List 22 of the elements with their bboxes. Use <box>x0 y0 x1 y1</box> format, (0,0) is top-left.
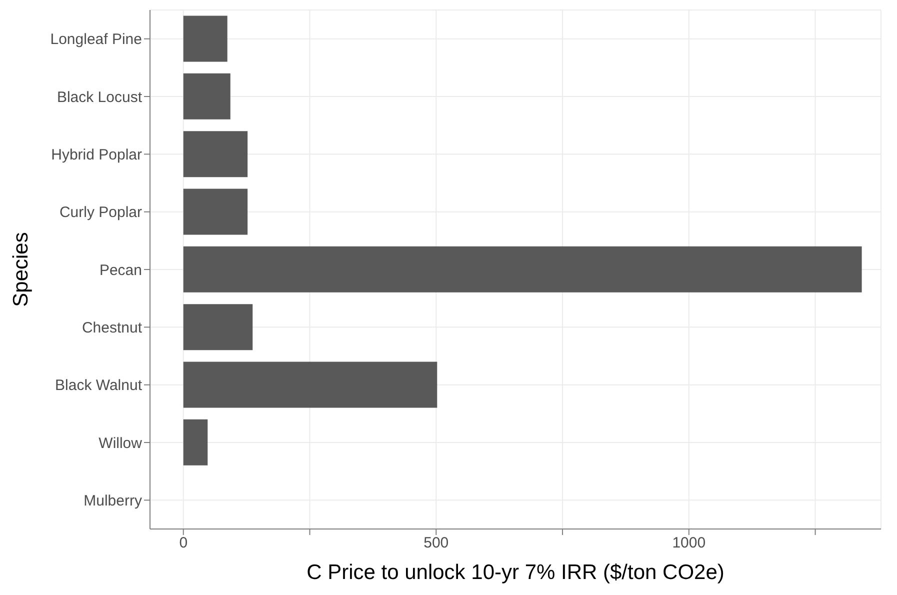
bar <box>183 16 228 62</box>
x-tick-label: 1000 <box>672 534 706 552</box>
bar <box>183 304 253 350</box>
bar <box>183 419 208 466</box>
y-tick-label: Mulberry <box>84 492 142 510</box>
y-tick-label: Black Locust <box>56 88 143 106</box>
y-tick-label: Hybrid Poplar <box>51 146 142 164</box>
y-tick-label: Curly Poplar <box>59 204 142 222</box>
x-tick-label: 500 <box>424 534 449 552</box>
y-axis-title: Species <box>9 232 32 307</box>
y-tick-label: Chestnut <box>82 319 143 336</box>
x-tick-label: 0 <box>179 534 188 552</box>
bar <box>183 362 438 408</box>
bar <box>183 188 248 235</box>
y-tick-label: Willow <box>98 434 142 452</box>
bar <box>183 73 230 120</box>
bar <box>183 131 248 178</box>
x-axis-title: C Price to unlock 10-yr 7% IRR ($/ton CO2e) <box>306 561 724 584</box>
y-tick-label: Pecan <box>99 262 142 279</box>
y-tick-label: Black Walnut <box>55 377 143 394</box>
y-tick-label: Longleaf Pine <box>50 31 142 48</box>
bar <box>183 246 862 292</box>
